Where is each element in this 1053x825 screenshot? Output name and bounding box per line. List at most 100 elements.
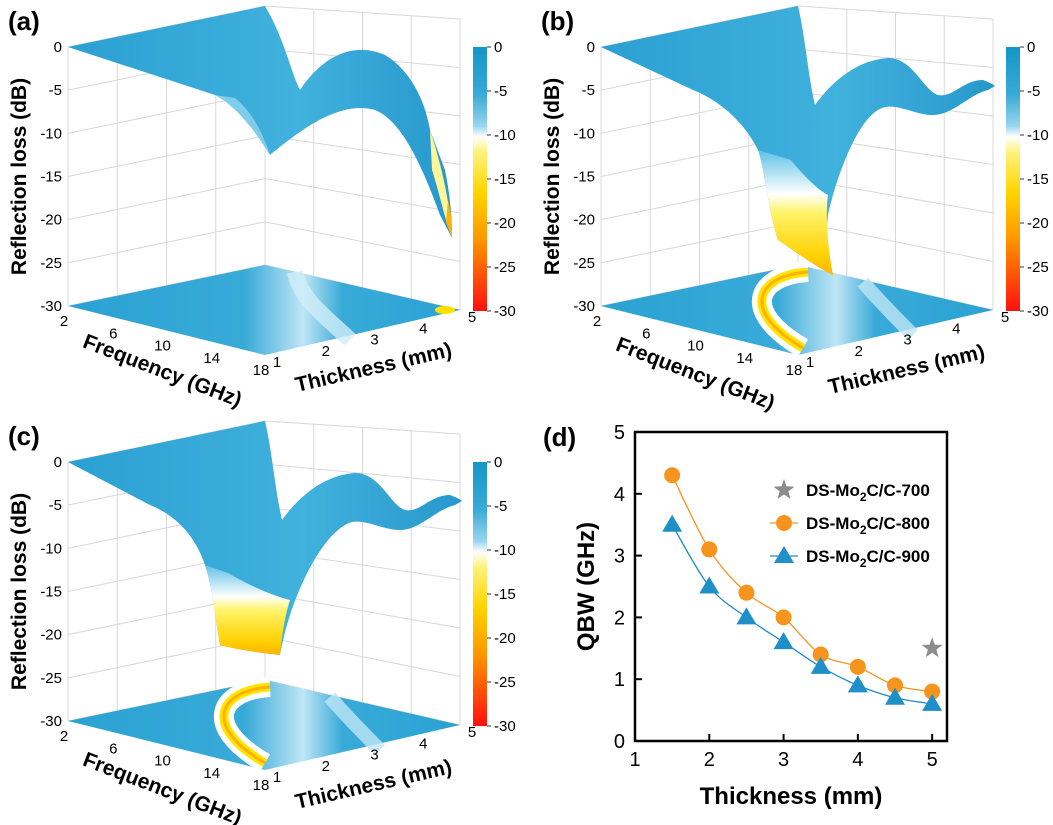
data-point: [699, 576, 720, 594]
thickness-tick-label: 2: [855, 343, 863, 360]
frequency-tick-label: 10: [154, 338, 171, 355]
y-tick-label: 5: [614, 422, 625, 444]
y-axis-title: QBW (GHz): [573, 522, 600, 651]
thickness-axis: 1 2 3 4 5: [273, 309, 476, 371]
z-tick-label: -30: [40, 713, 62, 730]
floor-heatmap: [68, 677, 460, 772]
thickness-axis-title: Thickness (mm): [826, 340, 987, 398]
thickness-tick-label: 5: [468, 724, 476, 741]
colorbar-tick-label: 0: [494, 454, 502, 471]
colorbar-tick-label: -20: [494, 215, 516, 232]
floor-heatmap: [68, 265, 460, 355]
z-axis-title: Reflection loss (dB): [8, 78, 31, 275]
z-axis-title: Reflection loss (dB): [541, 78, 564, 275]
thickness-tick-label: 4: [419, 735, 427, 752]
frequency-tick-label: 6: [642, 325, 650, 342]
thickness-tick-label: 3: [370, 747, 378, 764]
colorbar-tick-label: -10: [494, 542, 516, 559]
z-tick-label: -5: [49, 497, 62, 514]
colorbar: 0 -5 -10 -15 -20 -25 -30: [473, 454, 516, 735]
thickness-tick-label: 1: [273, 769, 281, 786]
data-point: [773, 632, 794, 650]
y-tick-label: 1: [614, 669, 625, 691]
x-axis-title: Thickness (mm): [700, 783, 883, 810]
data-point: [810, 656, 831, 674]
data-point: [736, 607, 757, 625]
colorbar-tick-label: -30: [1027, 303, 1049, 320]
y-tick-label: 2: [614, 607, 625, 629]
legend: DS-Mo2C/C-700 DS-Mo2C/C-800 DS-Mo2C/C-900: [770, 479, 930, 570]
y-tick-label: 0: [614, 731, 625, 753]
thickness-tick-label: 5: [1001, 309, 1009, 326]
z-axis: 0 -5 -10 -15 -20 -25 -30: [573, 39, 595, 315]
z-tick-label: -15: [40, 584, 62, 601]
z-tick-label: 0: [54, 454, 62, 471]
z-tick-label: -10: [40, 540, 62, 557]
thickness-axis-title: Thickness (mm): [293, 755, 454, 813]
colorbar: 0 -5 -10 -15 -20 -25 -30: [473, 39, 516, 320]
legend-marker: [774, 546, 794, 563]
data-point: [662, 514, 683, 532]
z-tick-label: -5: [582, 82, 595, 99]
thickness-tick-label: 4: [419, 320, 427, 337]
z-tick-label: 0: [587, 39, 595, 56]
frequency-tick-label: 14: [203, 765, 220, 782]
panel-label: (c): [8, 421, 40, 451]
colorbar-tick-label: -10: [494, 127, 516, 144]
colorbar-tick-label: -25: [494, 674, 516, 691]
rl-surface: [601, 6, 995, 275]
data-point: [885, 687, 905, 705]
data-point: [924, 683, 941, 700]
frequency-tick-label: 2: [60, 728, 68, 745]
thickness-tick-label: 2: [322, 343, 330, 360]
thickness-tick-label: 4: [952, 320, 960, 337]
z-tick-label: -5: [49, 82, 62, 99]
frequency-tick-label: 18: [253, 362, 270, 379]
z-tick-label: -25: [573, 255, 595, 272]
frequency-tick-label: 2: [593, 313, 601, 330]
legend-label: DS-Mo2C/C-800: [806, 514, 930, 537]
x-tick-label: 3: [778, 749, 789, 771]
frequency-axis: 2 6 10 14 18: [60, 313, 270, 379]
colorbar-tick-label: -30: [494, 303, 516, 320]
z-tick-label: -20: [40, 627, 62, 644]
frequency-tick-label: 14: [736, 350, 753, 367]
frequency-tick-label: 2: [60, 313, 68, 330]
panel-a: (a) 0 -5 -10 -15 -20 -25 -30 Reflection loss (dB…: [8, 5, 516, 412]
colorbar-tick-label: -20: [1027, 215, 1049, 232]
panel-label: (b): [541, 6, 574, 36]
legend-entry: DS-Mo2C/C-900: [770, 546, 930, 570]
colorbar-tick-label: 0: [494, 39, 502, 56]
frequency-tick-label: 10: [154, 753, 171, 770]
z-tick-label: -10: [40, 125, 62, 142]
frequency-tick-label: 18: [786, 362, 803, 379]
panel-label: (a): [8, 6, 40, 36]
panel-c: (c) 0 -5 -10 -15 -20 -25 -30 Reflection loss (dB…: [8, 420, 516, 825]
legend-entry: DS-Mo2C/C-800: [770, 514, 930, 537]
colorbar-tick-label: -15: [494, 171, 516, 188]
panel-label: (d): [543, 422, 576, 452]
colorbar-tick-label: 0: [1027, 39, 1035, 56]
data-point: [847, 675, 868, 693]
legend-marker: [773, 479, 795, 499]
thickness-tick-label: 2: [322, 758, 330, 775]
x-tick-label: 5: [927, 749, 938, 771]
data-point: [738, 584, 755, 601]
plot-frame: [633, 430, 949, 743]
series-DS-Mo2C/C-800: [664, 467, 941, 700]
colorbar-tick-label: -25: [1027, 259, 1049, 276]
series-DS-Mo2C/C-900: [662, 514, 943, 711]
colorbar-tick-label: -20: [494, 630, 516, 647]
colorbar-tick-label: -5: [494, 83, 507, 100]
floor-heatmap: [601, 262, 993, 357]
thickness-tick-label: 1: [273, 354, 281, 371]
legend-entry: DS-Mo2C/C-700: [773, 479, 930, 504]
series-DS-Mo2C/C-700: [921, 637, 943, 658]
z-tick-label: -25: [40, 255, 62, 272]
data-point: [812, 646, 829, 663]
z-tick-label: -15: [573, 169, 595, 186]
data-point: [849, 658, 866, 675]
y-tick-label: 3: [614, 546, 625, 568]
frequency-tick-label: 10: [687, 338, 704, 355]
